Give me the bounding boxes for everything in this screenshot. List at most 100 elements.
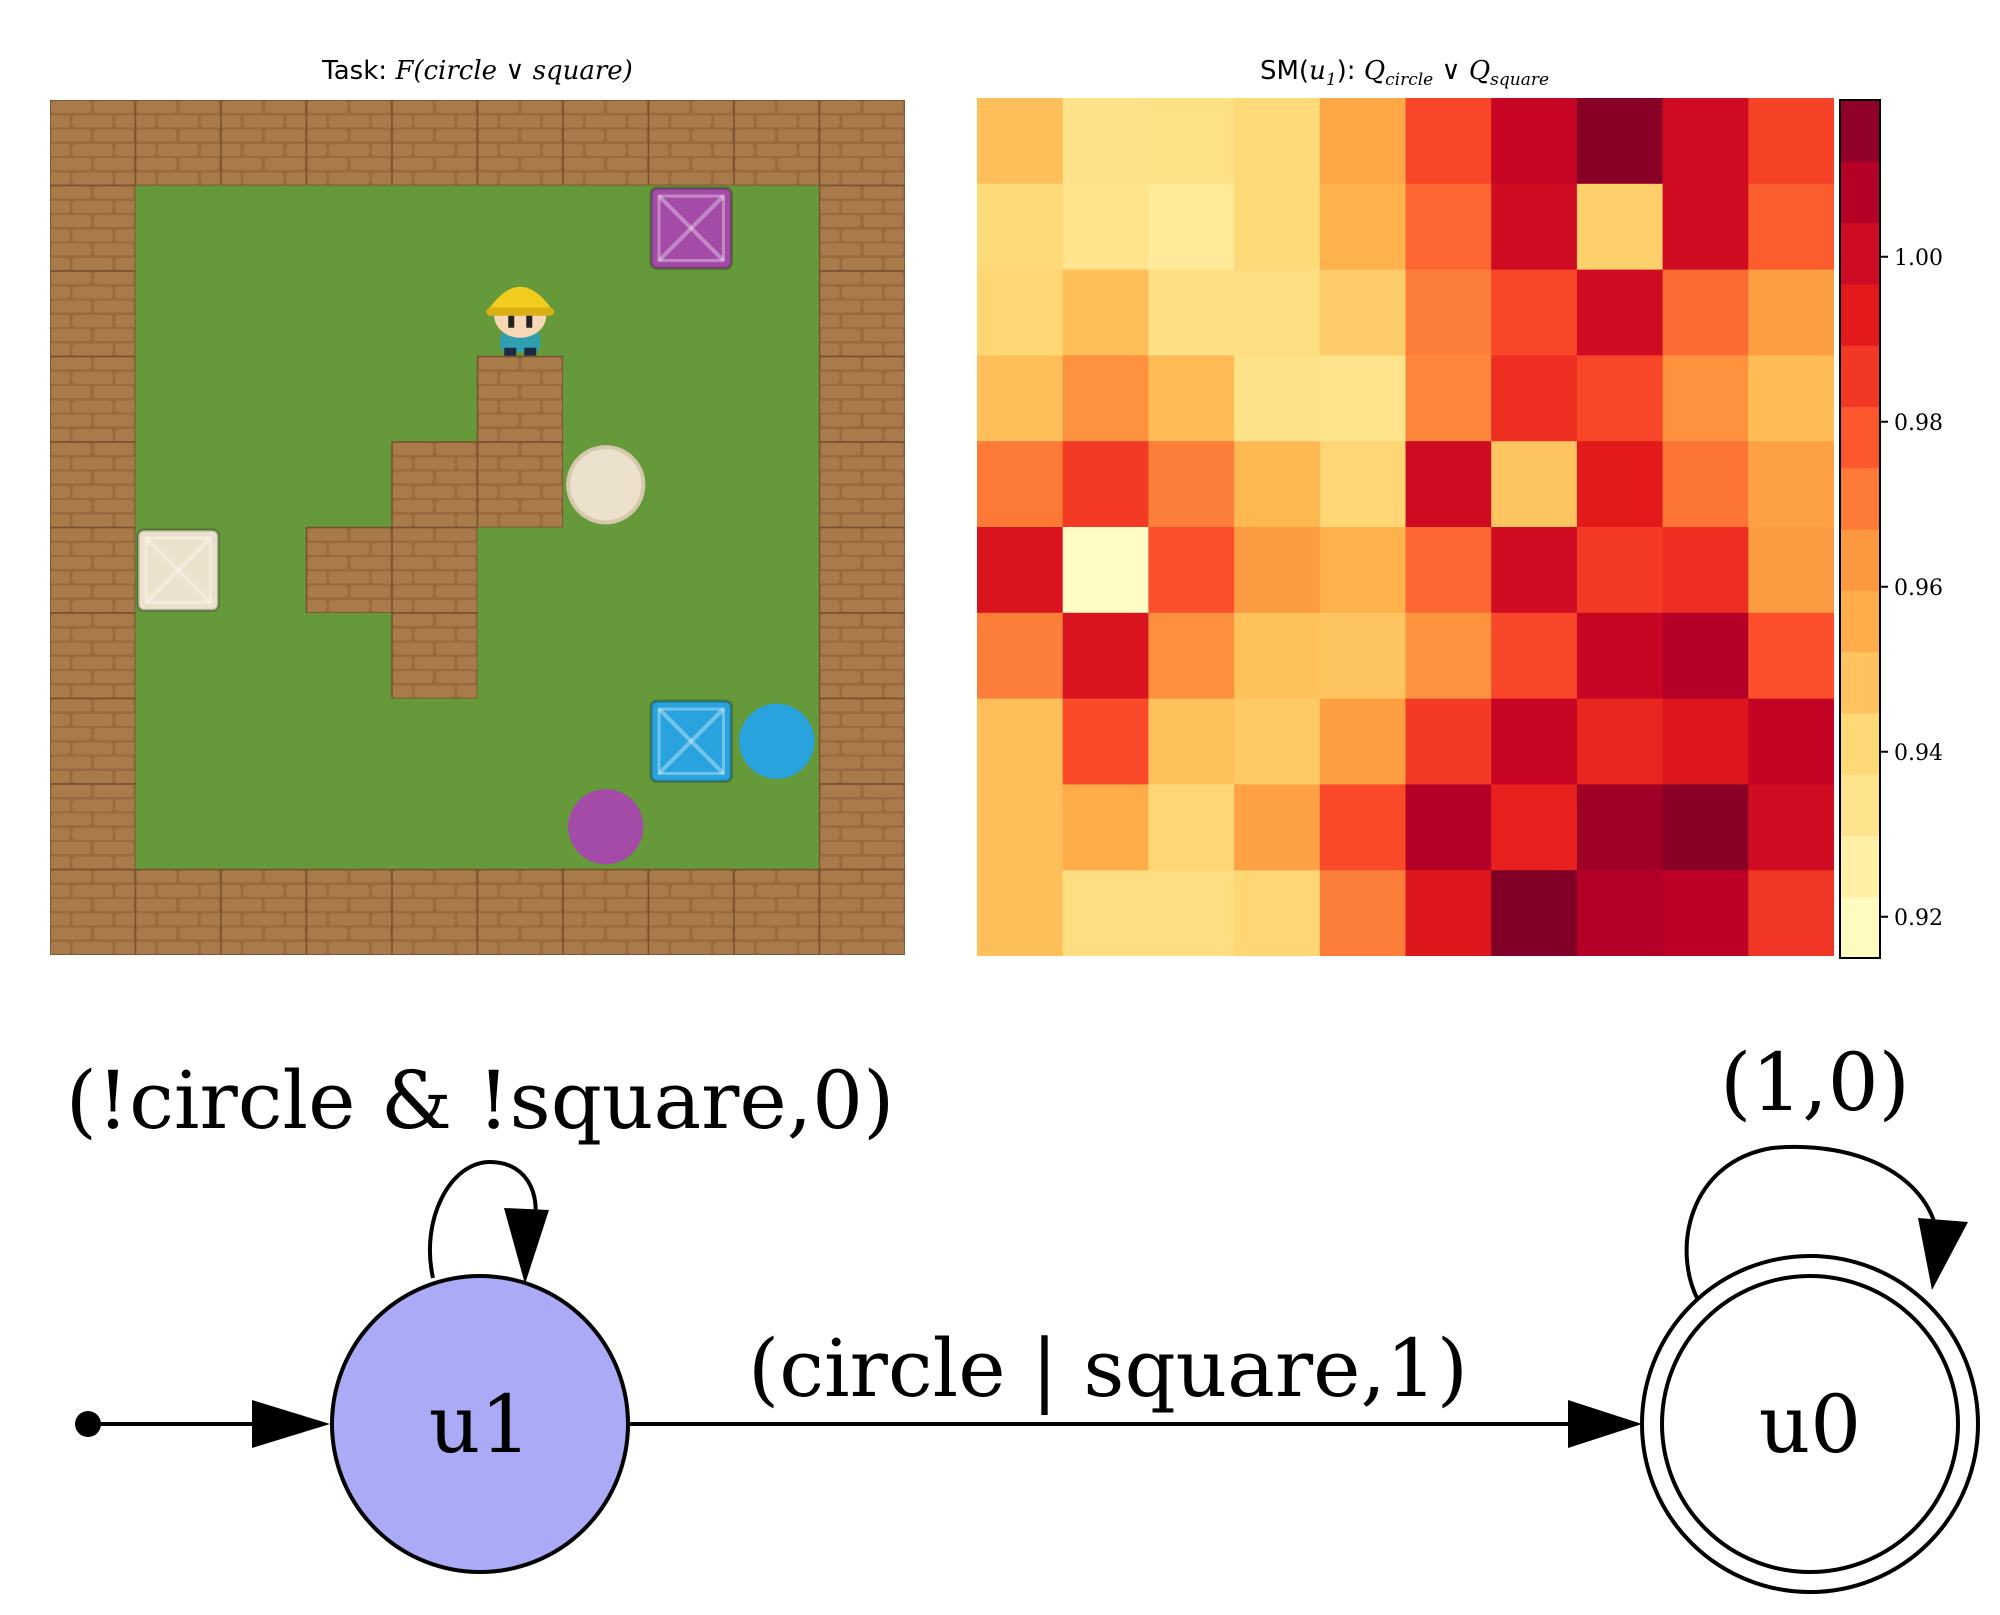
heatmap-cell-r7-c8 <box>1662 698 1749 785</box>
heatmap-formula-q2-sub: square <box>1490 70 1550 91</box>
grass-cell <box>477 613 563 699</box>
heatmap-cell-r1-c5 <box>1405 183 1492 271</box>
u0-self-loop-label: (1,0) <box>1720 1036 1910 1129</box>
colorbar-segment <box>1840 100 1880 162</box>
heatmap-cell-r7-c4 <box>1319 698 1407 785</box>
heatmap-cell-r1-c3 <box>1234 183 1321 271</box>
heatmap-cell-r0-c8 <box>1662 98 1749 185</box>
state-u0[interactable] <box>1660 1274 1960 1574</box>
heatmap-cell-r1-c7 <box>1576 183 1664 271</box>
purple-square <box>649 186 733 270</box>
wall-cell <box>50 185 136 271</box>
agent <box>486 286 555 356</box>
grass-cell <box>221 271 307 357</box>
wall-cell <box>477 869 563 955</box>
u0-self-loop-arrowhead <box>1918 1218 1968 1290</box>
grass-cell <box>221 356 307 442</box>
wall-cell <box>50 442 136 528</box>
purple-circle <box>568 789 644 865</box>
heatmap-cell-r3-c0 <box>977 355 1064 442</box>
wall-cell <box>50 271 136 357</box>
grass-cell <box>563 527 649 613</box>
heatmap-cell-r5-c9 <box>1748 527 1834 614</box>
grass-cell <box>477 527 563 613</box>
heatmap-cell-r8-c2 <box>1148 784 1235 871</box>
grass-cell <box>221 784 307 870</box>
wall-cell <box>819 185 905 271</box>
colorbar-segment <box>1840 896 1880 959</box>
heatmap-cell-r1-c6 <box>1491 183 1578 271</box>
heatmap-cell-r7-c5 <box>1405 698 1492 785</box>
heatmap-cell-r8-c8 <box>1662 784 1749 871</box>
heatmap-cell-r5-c4 <box>1319 527 1407 614</box>
heatmap-cell-r7-c9 <box>1748 698 1834 785</box>
heatmap-cell-r0-c3 <box>1234 98 1321 185</box>
blue-circle <box>739 703 815 779</box>
grass-cell <box>477 784 563 870</box>
wall-cell <box>50 356 136 442</box>
heatmap-cell-r1-c8 <box>1662 183 1749 271</box>
task-title: Task: F(circle ∨ square) <box>50 56 905 86</box>
wall-cell <box>477 100 563 186</box>
wall-cell <box>819 442 905 528</box>
heatmap-cell-r4-c0 <box>977 441 1064 528</box>
colorbar-segment <box>1840 835 1880 898</box>
transition-u1-u0-arrowhead <box>1568 1400 1642 1448</box>
heatmap-cell-r1-c4 <box>1319 183 1407 271</box>
heatmap-cell-r0-c1 <box>1062 98 1149 185</box>
heatmap-cell-r8-c3 <box>1234 784 1321 871</box>
heatmap-cell-r4-c1 <box>1062 441 1149 528</box>
heatmap-cell-r2-c8 <box>1662 269 1749 356</box>
heatmap-title: SM(u1): Qcircle ∨ Qsquare <box>977 56 1832 90</box>
grass-cell <box>306 271 392 357</box>
wall-cell <box>819 698 905 784</box>
grass-cell <box>563 613 649 699</box>
wall-cell <box>50 100 136 186</box>
grass-cell <box>392 356 478 442</box>
heatmap <box>977 98 1834 956</box>
grass-cell <box>221 613 307 699</box>
wall-cell <box>135 100 221 186</box>
heatmap-cell-r9-c2 <box>1148 870 1235 956</box>
wall-cell <box>221 100 307 186</box>
grass-cell <box>477 698 563 784</box>
grass-cell <box>135 784 221 870</box>
wall-cell <box>306 100 392 186</box>
wall-cell <box>734 100 820 186</box>
colorbar-tick-label: 0.96 <box>1894 576 1943 601</box>
heatmap-cell-r2-c1 <box>1062 269 1149 356</box>
heatmap-cell-r4-c7 <box>1576 441 1664 528</box>
heatmap-cell-r3-c1 <box>1062 355 1149 442</box>
heatmap-cell-r8-c1 <box>1062 784 1149 871</box>
u1-self-loop-label: (!circle & !square,0) <box>66 1054 895 1147</box>
heatmap-cell-r8-c4 <box>1319 784 1407 871</box>
heatmap-cell-r3-c7 <box>1576 355 1664 442</box>
heatmap-formula-q1-sub: circle <box>1385 70 1434 91</box>
grass-cell <box>734 442 820 528</box>
grass-cell <box>648 442 734 528</box>
heatmap-cell-r7-c2 <box>1148 698 1235 785</box>
heatmap-cell-r2-c3 <box>1234 269 1321 356</box>
heatmap-cell-r6-c7 <box>1576 612 1664 700</box>
colorbar-segment <box>1840 651 1880 714</box>
wall-cell <box>306 527 392 613</box>
heatmap-cell-r1-c0 <box>977 183 1064 271</box>
u1-self-loop-arrowhead <box>504 1208 549 1284</box>
heatmap-cell-r4-c4 <box>1319 441 1407 528</box>
grass-cell <box>734 185 820 271</box>
wall-cell <box>50 869 136 955</box>
heatmap-cell-r0-c4 <box>1319 98 1407 185</box>
heatmap-title-mid: ): <box>1336 56 1356 86</box>
heatmap-title-prefix: SM( <box>1259 56 1310 86</box>
heatmap-cell-r5-c2 <box>1148 527 1235 614</box>
heatmap-cell-r4-c8 <box>1662 441 1749 528</box>
heatmap-cell-r7-c3 <box>1234 698 1321 785</box>
wall-cell <box>50 698 136 784</box>
grass-cell <box>392 185 478 271</box>
wall-cell <box>392 869 478 955</box>
grass-cell <box>306 185 392 271</box>
grass-cell <box>221 698 307 784</box>
heatmap-formula-q1: Q <box>1363 56 1386 86</box>
heatmap-cell-r7-c1 <box>1062 698 1149 785</box>
heatmap-cell-r9-c7 <box>1576 870 1664 956</box>
